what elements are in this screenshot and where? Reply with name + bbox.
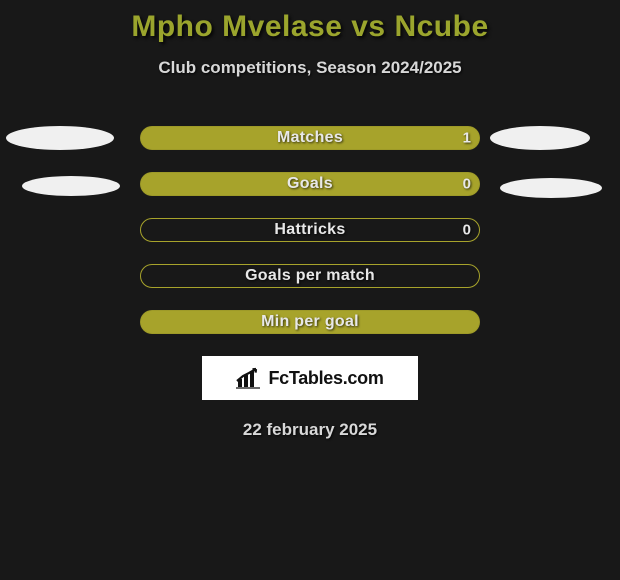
stat-row: Hattricks 0	[140, 218, 480, 242]
ellipse-mid-left	[22, 176, 120, 196]
stats-container: Matches 1 Goals 0 Hattricks 0 Goals per match M…	[0, 126, 620, 334]
stat-row: Min per goal	[140, 310, 480, 334]
page-subtitle: Club competitions, Season 2024/2025	[0, 58, 620, 78]
stat-label: Min per goal	[261, 313, 359, 331]
stat-label: Goals per match	[245, 267, 375, 285]
brand-badge: FcTables.com	[202, 356, 418, 400]
ellipse-top-right	[490, 126, 590, 150]
brand-name: FcTables.com	[268, 368, 383, 389]
stat-row: Goals per match	[140, 264, 480, 288]
page-title: Mpho Mvelase vs Ncube	[0, 0, 620, 44]
bar-chart-icon	[236, 367, 262, 389]
ellipse-top-left	[6, 126, 114, 150]
ellipse-mid-right	[500, 178, 602, 198]
footer-date: 22 february 2025	[0, 420, 620, 440]
stat-label: Goals	[287, 175, 333, 193]
stat-label: Matches	[277, 129, 343, 147]
stat-label: Hattricks	[274, 221, 345, 239]
stat-value: 0	[463, 176, 471, 193]
stat-value: 0	[463, 222, 471, 239]
stat-row: Matches 1	[140, 126, 480, 150]
stat-row: Goals 0	[140, 172, 480, 196]
stat-value: 1	[463, 130, 471, 147]
